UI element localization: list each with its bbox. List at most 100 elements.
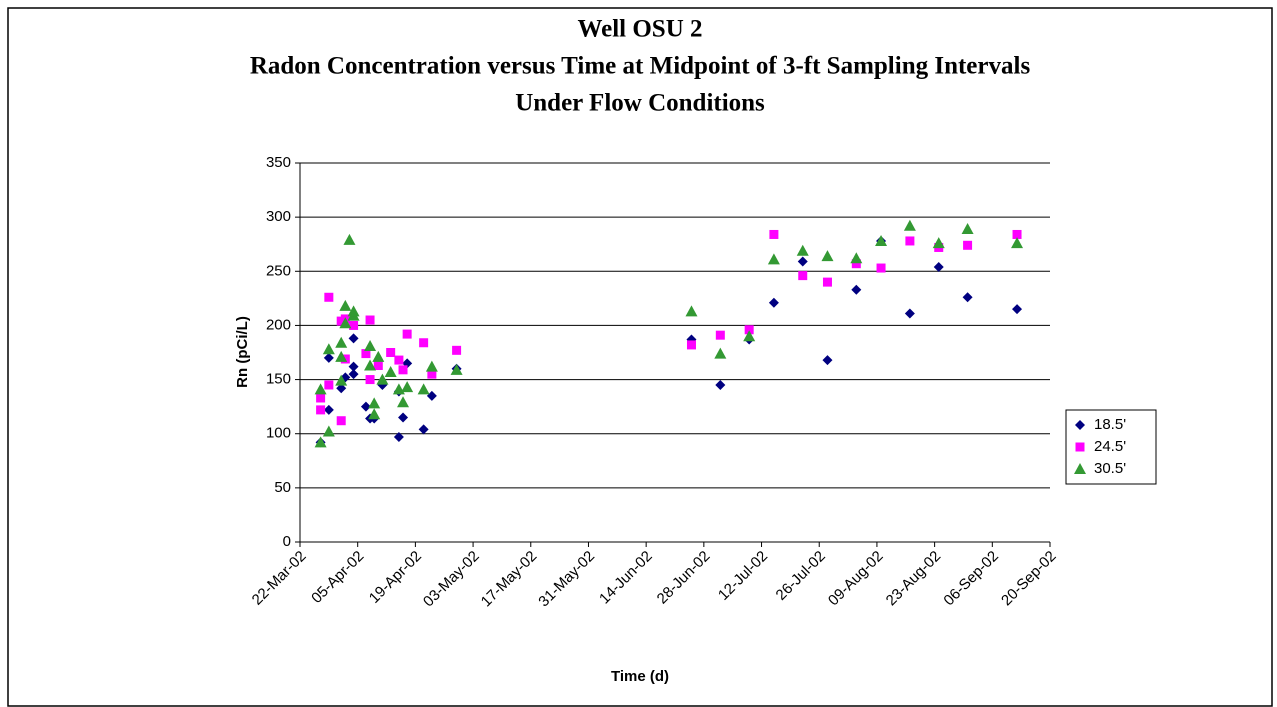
marker [450,363,463,375]
marker [850,252,863,264]
marker [324,380,334,390]
marker [961,223,974,235]
marker [373,360,383,370]
marker [347,305,360,317]
marker [425,360,438,372]
marker [314,383,327,395]
y-tick-label: 300 [266,208,291,225]
y-axis-label: Rn (pCi/L) [234,316,251,388]
marker [376,373,389,385]
marker [685,305,698,317]
marker [686,340,696,350]
chart-title: Well OSU 2 [577,16,702,43]
marker [715,379,726,390]
marker [933,261,944,272]
marker [876,263,886,273]
marker [394,355,404,365]
marker [426,390,437,401]
marker [339,299,352,311]
marker [343,233,356,245]
marker [452,345,462,355]
marker [402,329,412,339]
marker [1012,304,1023,315]
marker [349,320,359,330]
marker [743,330,756,342]
marker [348,369,359,380]
marker [427,369,437,379]
y-tick-label: 100 [266,425,291,442]
marker [361,349,371,359]
marker [401,381,414,393]
legend-label: 24.5' [1094,438,1126,455]
marker [744,325,754,335]
marker [419,338,429,348]
marker [314,436,327,448]
marker [393,431,404,442]
marker [417,383,430,395]
marker [1012,229,1022,239]
marker [962,292,973,303]
marker [384,365,397,377]
marker [316,393,326,403]
marker [364,340,377,352]
marker [798,271,808,281]
marker [339,317,352,329]
marker [1075,420,1085,430]
marker [364,359,377,371]
marker [963,240,973,250]
y-tick-label: 250 [266,262,291,279]
marker [316,405,326,415]
marker [323,352,334,363]
marker [335,374,348,386]
marker [767,253,780,265]
marker [323,404,334,415]
marker [398,412,409,423]
x-axis-label: Time (d) [611,668,669,685]
y-tick-label: 200 [266,316,291,333]
marker [851,259,861,269]
marker [932,237,945,249]
marker [322,425,335,437]
marker [336,416,346,426]
marker [368,408,381,420]
marker [1011,237,1024,249]
marker [715,330,725,340]
marker [796,244,809,256]
marker [324,292,334,302]
marker [822,355,833,366]
marker [335,336,348,348]
chart-title: Under Flow Conditions [515,90,765,117]
marker [714,347,727,359]
marker [372,350,385,362]
y-tick-label: 0 [283,533,291,550]
y-tick-label: 50 [274,479,291,496]
marker [322,343,335,355]
marker [903,219,916,231]
y-tick-label: 350 [266,154,291,171]
marker [335,350,348,362]
marker [875,234,888,246]
marker [397,396,410,408]
legend-label: 18.5' [1094,416,1126,433]
marker [365,315,375,325]
marker [821,250,834,262]
marker [822,277,832,287]
marker [851,284,862,295]
marker [1074,463,1086,474]
marker [768,297,779,308]
marker [905,236,915,246]
marker [418,424,429,435]
y-tick-label: 150 [266,371,291,388]
marker [360,401,371,412]
marker [348,333,359,344]
marker [348,361,359,372]
marker [336,383,347,394]
chart-title: Radon Concentration versus Time at Midpo… [250,53,1031,80]
marker [398,365,408,375]
legend-label: 30.5' [1094,460,1126,477]
marker [365,375,375,385]
marker [904,308,915,319]
marker [1075,442,1085,452]
marker [368,397,381,409]
